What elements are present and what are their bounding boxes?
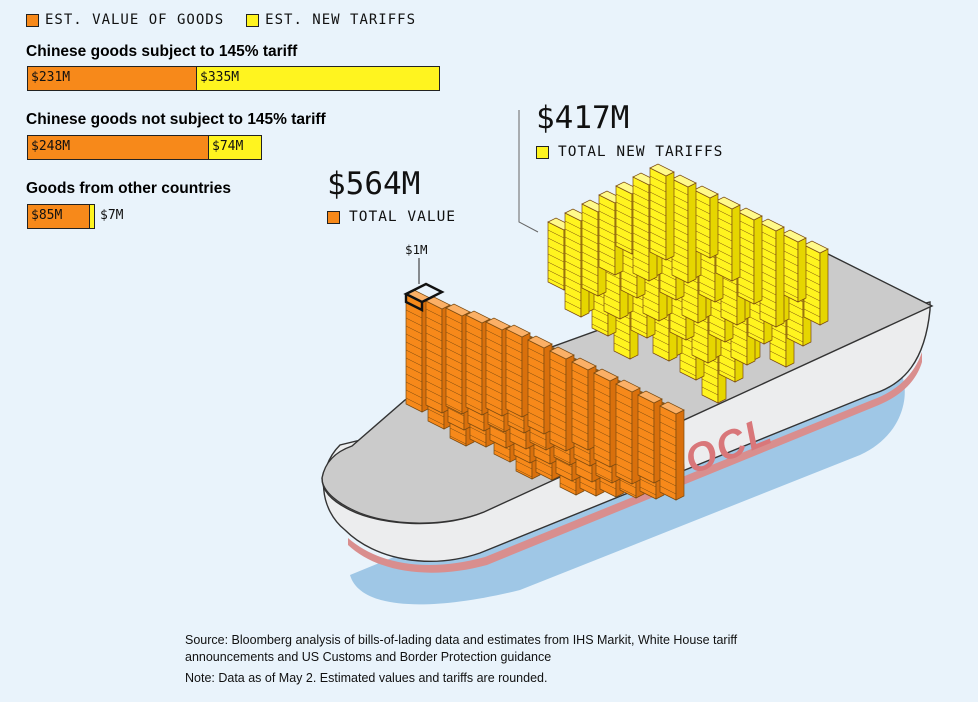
tariff-container-stack — [649, 163, 675, 261]
data-note: Note: Data as of May 2. Estimated values… — [185, 671, 548, 685]
bar-tariff-3 — [90, 204, 95, 229]
tariff-container-stack — [693, 185, 719, 259]
bar-value-2: $248M — [27, 135, 209, 160]
value-container-stack — [615, 379, 641, 485]
category-label-1: Chinese goods subject to 145% tariff — [26, 43, 298, 60]
tariffs-leader — [518, 110, 539, 233]
bar-tariff-3-label: $7M — [100, 208, 124, 223]
total-tariffs-label: TOTAL NEW TARIFFS — [558, 144, 724, 160]
bar-tariff-1: $335M — [197, 66, 440, 91]
tariff-container-stack — [803, 240, 829, 326]
legend-tariff-label: EST. NEW TARIFFS — [265, 12, 417, 28]
bar-value-1: $231M — [27, 66, 197, 91]
category-label-2: Chinese goods not subject to 145% tariff — [26, 111, 326, 128]
category-label-3: Goods from other countries — [26, 180, 231, 197]
one-million-label: $1M — [405, 242, 428, 257]
tariff-container-stack — [671, 174, 697, 284]
tariff-containers — [547, 163, 829, 404]
total-value-label: TOTAL VALUE — [349, 209, 457, 225]
tariff-container-stack — [737, 207, 763, 305]
total-value-swatch — [327, 210, 340, 224]
bar-row-1: $231M $335M — [27, 66, 440, 91]
tariff-container-stack — [759, 218, 785, 328]
source-note: Source: Bloomberg analysis of bills-of-l… — [185, 633, 738, 664]
bar-tariff-2: $74M — [209, 135, 262, 160]
value-container-stack — [593, 368, 619, 468]
legend-value-swatch — [26, 13, 39, 27]
tariff-container-stack — [715, 196, 741, 282]
total-tariffs-row: TOTAL NEW TARIFFS — [536, 144, 723, 160]
legend-tariff-swatch — [246, 13, 260, 27]
one-million-container-highlight — [403, 282, 445, 312]
value-container-stack — [549, 346, 575, 452]
value-container-stack — [571, 357, 597, 451]
bar-value-3: $85M — [27, 204, 90, 229]
bar-row-3: $85M — [27, 204, 95, 229]
total-value-value: $564M — [327, 166, 421, 202]
value-container-stack — [505, 324, 531, 418]
value-container-stack — [637, 390, 663, 484]
value-container-stack — [527, 335, 553, 435]
bar-row-2: $248M $74M — [27, 135, 262, 160]
legend: EST. VALUE OF GOODS EST. NEW TARIFFS — [26, 12, 416, 28]
tariff-container-stack — [781, 229, 807, 303]
total-value-row: TOTAL VALUE — [327, 209, 456, 225]
total-tariffs-value: $417M — [536, 100, 630, 136]
total-tariffs-swatch — [536, 145, 549, 159]
value-container-stack — [659, 401, 685, 501]
legend-value-label: EST. VALUE OF GOODS — [45, 12, 225, 28]
value-containers — [405, 289, 685, 501]
